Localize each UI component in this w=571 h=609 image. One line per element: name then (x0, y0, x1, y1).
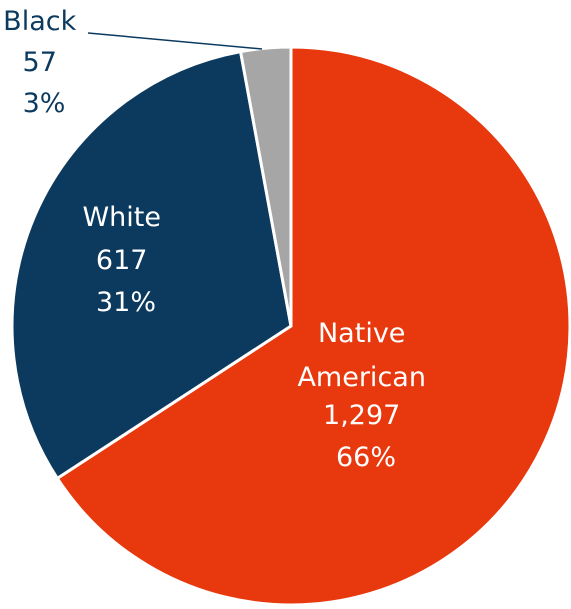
pie-slice-white (10, 50, 293, 480)
native-american-name-line2: American (297, 362, 426, 393)
white-percent: 31% (96, 287, 156, 318)
pie-slice-native-american (55, 45, 571, 607)
black-value: 57 (23, 47, 57, 78)
black-percent: 3% (23, 88, 66, 119)
pie-slice-black (239, 45, 293, 328)
black-label: Black 57 3% (3, 6, 85, 119)
native-american-percent: 66% (336, 442, 396, 473)
native-american-name-line1: Native (318, 318, 405, 349)
black-leader-line (87, 32, 263, 50)
black-name: Black (3, 6, 76, 37)
white-name: White (82, 202, 161, 233)
pie-slices (10, 45, 571, 607)
white-label: White 617 31% (82, 202, 169, 318)
native-american-value: 1,297 (323, 400, 400, 431)
native-american-label: Native American 1,297 66% (297, 318, 434, 473)
white-value: 617 (96, 245, 148, 276)
